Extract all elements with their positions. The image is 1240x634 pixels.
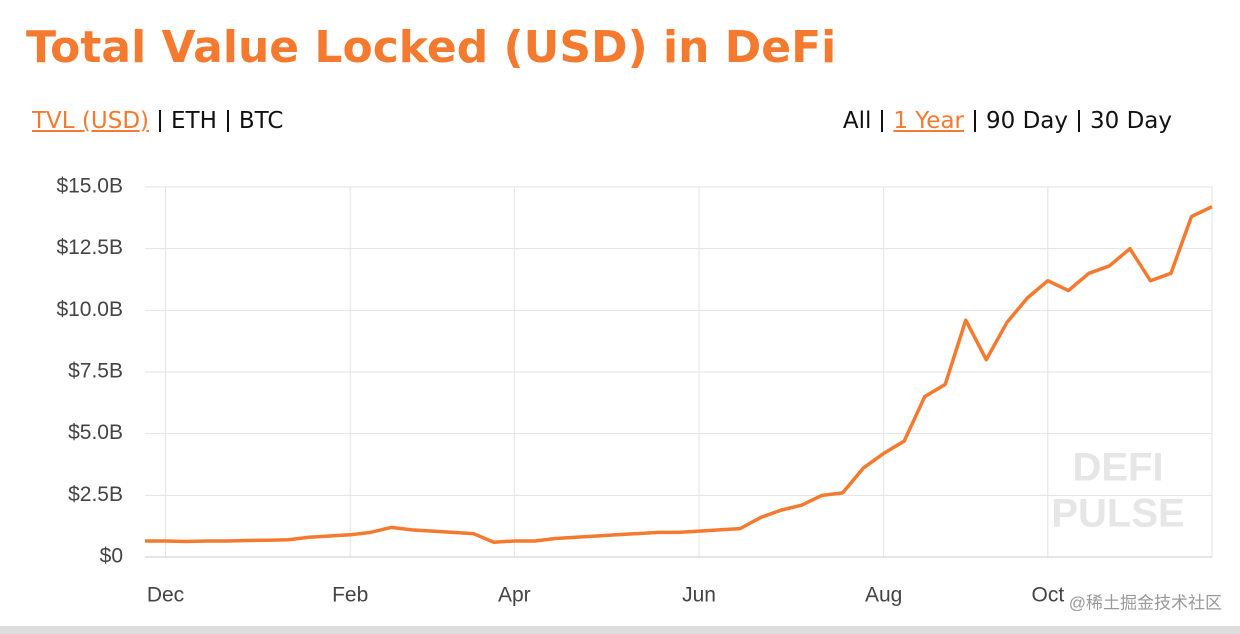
y-tick-label: $7.5B <box>68 360 123 383</box>
tab[interactable]: BTC <box>226 110 294 133</box>
x-tick-label: Oct <box>1032 584 1065 607</box>
watermark: PULSE <box>1051 492 1184 536</box>
tab[interactable]: 30 Day <box>1078 110 1182 133</box>
y-tick-label: $0 <box>100 545 123 568</box>
tab[interactable]: 90 Day <box>974 110 1078 133</box>
y-tick-label: $5.0B <box>68 421 123 444</box>
tab[interactable]: All <box>842 108 872 134</box>
y-tick-label: $15.0B <box>56 175 123 198</box>
x-tick-label: Dec <box>147 584 184 607</box>
credit: @稀土掘金技术社区 <box>1069 593 1222 612</box>
y-tick-label: $2.5B <box>68 483 123 506</box>
x-tick-label: Aug <box>865 584 902 607</box>
footer-bar <box>0 626 1240 634</box>
y-tick-label: $12.5B <box>56 236 123 259</box>
x-tick-label: Jun <box>682 584 716 607</box>
data-line <box>145 205 1213 544</box>
tab[interactable]: TVL (USD) <box>32 108 149 134</box>
x-tick-label: Feb <box>332 584 368 607</box>
y-tick-label: $10.0B <box>56 298 123 321</box>
tab[interactable]: 1 Year <box>881 110 974 133</box>
range-tabs: All 1 Year 90 Day 30 Day <box>842 108 1182 134</box>
x-tick-label: Apr <box>498 584 531 607</box>
unit-tabs: TVL (USD) ETH BTC <box>32 108 294 134</box>
chart-title: Total Value Locked (USD) in DeFi <box>26 22 837 73</box>
watermark: DEFI <box>1072 446 1163 490</box>
tab[interactable]: ETH <box>159 110 227 133</box>
